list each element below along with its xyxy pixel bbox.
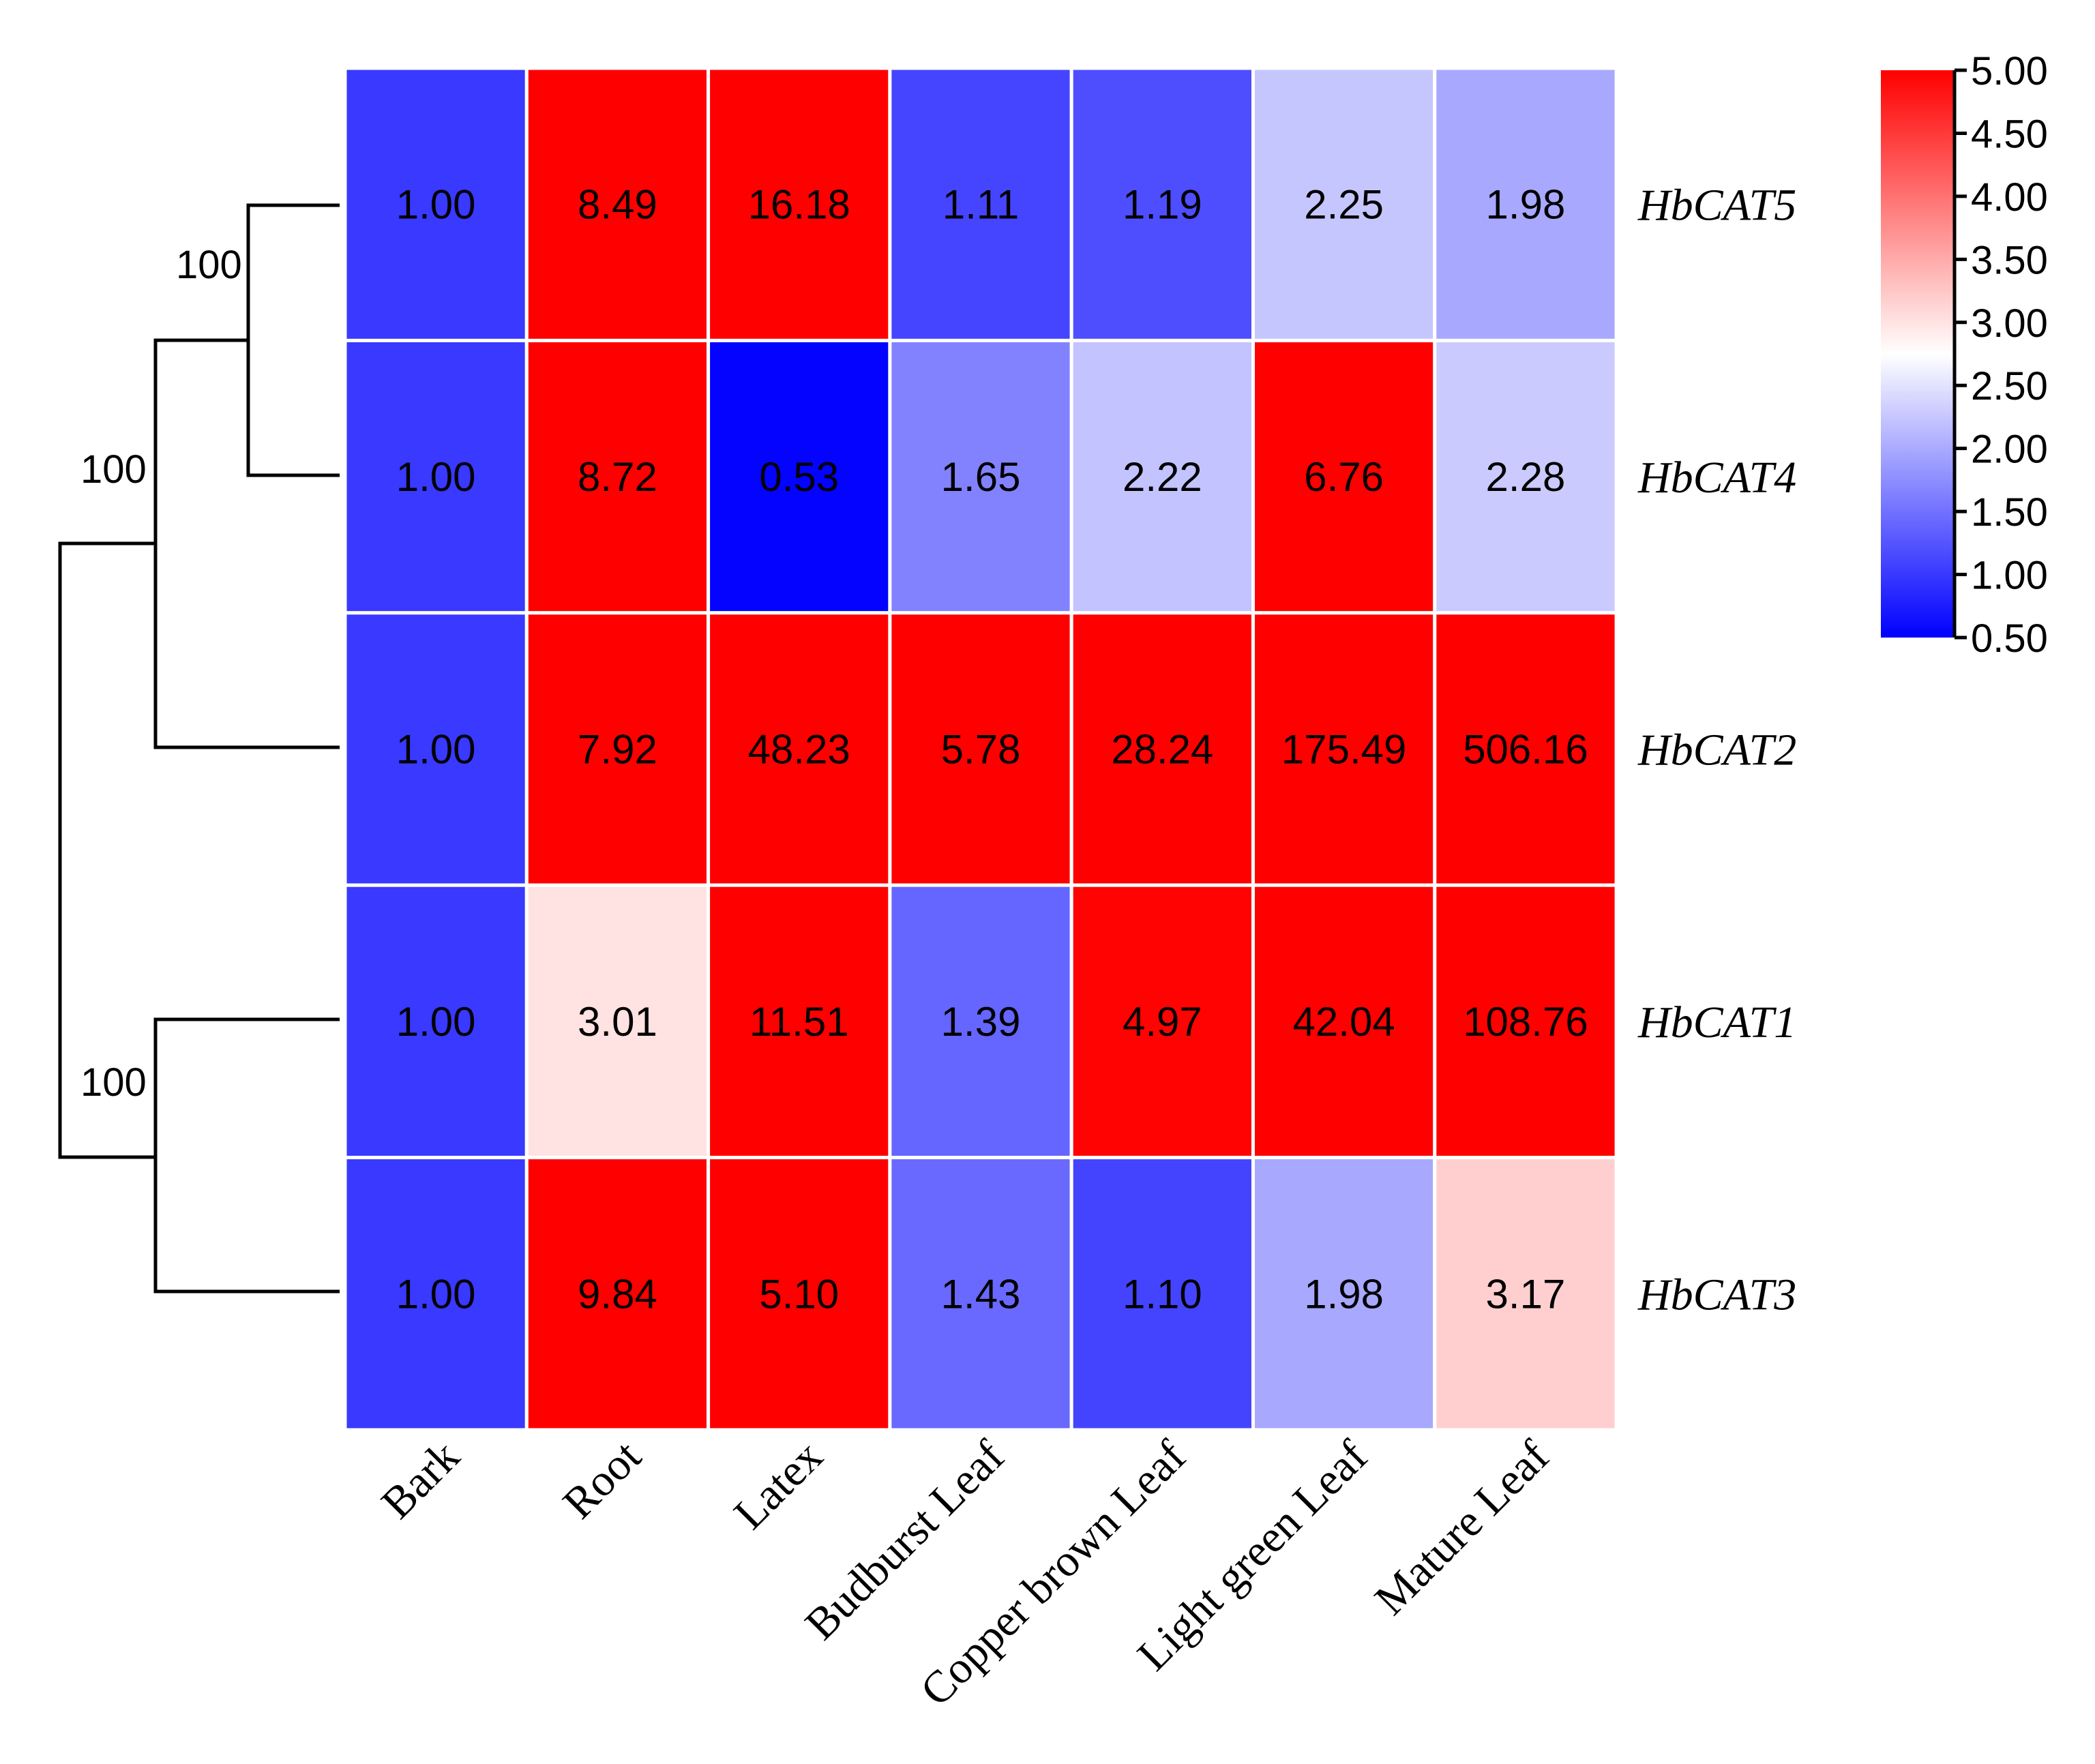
heatmap-cell (343, 1156, 529, 1432)
heatmap-cell (343, 883, 529, 1160)
cell-value-label: 1.39 (941, 999, 1021, 1045)
colorbar-tick-label: 1.50 (1971, 490, 2048, 535)
heatmap-cell (1251, 1156, 1437, 1432)
cell-value-label: 1.00 (396, 454, 476, 500)
bootstrap-label: 100 (176, 243, 242, 287)
cell-value-label: 48.23 (748, 727, 850, 773)
heatmap-cell (1251, 66, 1437, 342)
heatmap-cell (707, 1156, 892, 1432)
dendrogram-branch (246, 203, 340, 477)
cell-value-label: 7.92 (578, 727, 657, 773)
cell-value-label: 2.25 (1304, 182, 1384, 228)
cell-value-label: 2.28 (1486, 454, 1566, 500)
row-label: HbCAT5 (1637, 181, 1796, 230)
cell-value-label: 28.24 (1111, 727, 1213, 773)
heatmap-cell (343, 66, 529, 342)
colorbar-gradient (1881, 70, 1955, 638)
cell-value-label: 2.22 (1123, 454, 1202, 500)
bootstrap-label: 100 (80, 1060, 147, 1105)
cell-value-label: 175.49 (1281, 727, 1407, 773)
colorbar-tick-label: 1.00 (1971, 554, 2048, 598)
cell-value-label: 1.65 (941, 454, 1021, 500)
heatmap-cell (888, 611, 1073, 887)
dendrogram-branch (58, 541, 155, 1159)
heatmap-cell (1433, 1156, 1618, 1432)
cell-value-label: 3.17 (1486, 1271, 1566, 1317)
cell-value-label: 1.98 (1304, 1271, 1384, 1317)
cell-value-label: 108.76 (1463, 999, 1588, 1045)
column-label: Root (554, 1431, 651, 1528)
heatmap-cell (1069, 338, 1255, 615)
row-dendrogram: 100 100 100 (58, 203, 340, 1294)
cell-value-label: 8.49 (578, 182, 657, 228)
heatmap-cell (524, 66, 711, 342)
cell-value-label: 506.16 (1463, 727, 1588, 773)
colorbar: 0.50 1.00 1.50 2.00 2.50 3.00 3.50 4.00 4.50 5.00 (1881, 49, 2048, 661)
colorbar-tick-label: 3.00 (1971, 301, 2048, 346)
colorbar-tick-label: 3.50 (1971, 238, 2048, 282)
heatmap-cell (888, 883, 1073, 1160)
cell-value-label: 1.00 (396, 1271, 476, 1317)
colorbar-tick-label: 0.50 (1971, 616, 2048, 661)
cell-value-label: 4.97 (1123, 999, 1202, 1045)
colorbar-tick-label: 2.00 (1971, 428, 2048, 472)
heatmap-cell (343, 338, 529, 615)
heatmap-cell (1251, 611, 1437, 887)
cell-value-label: 6.76 (1304, 454, 1384, 500)
heatmap-cell (707, 338, 892, 615)
heatmap-cell (524, 611, 711, 887)
heatmap-cell (1433, 611, 1618, 887)
colorbar-tick-label: 4.50 (1971, 112, 2048, 156)
heatmap-cell (888, 66, 1073, 342)
cell-value-label: 5.10 (759, 1271, 839, 1317)
cell-value-label: 1.00 (396, 182, 476, 228)
cell-value-label: 1.00 (396, 727, 476, 773)
cell-value-label: 3.01 (578, 999, 657, 1045)
cell-value-label: 0.53 (759, 454, 839, 500)
colorbar-tick-label: 5.00 (1971, 49, 2048, 93)
row-label: HbCAT2 (1637, 726, 1796, 775)
dendrogram-branch (153, 1017, 340, 1294)
heatmap-cell (524, 883, 711, 1160)
cell-value-label: 1.10 (1123, 1271, 1202, 1317)
row-label: HbCAT3 (1637, 1270, 1796, 1319)
column-label: Mature Leaf (1365, 1431, 1559, 1625)
cell-value-label: 42.04 (1293, 999, 1395, 1045)
row-label: HbCAT4 (1637, 453, 1796, 503)
cell-value-label: 16.18 (748, 182, 850, 228)
heatmap-cell (1069, 611, 1255, 887)
cell-value-label: 1.43 (941, 1271, 1021, 1317)
heatmap-cell (1433, 883, 1618, 1160)
cell-value-label: 1.11 (942, 182, 1019, 228)
cell-value-label: 1.98 (1486, 182, 1566, 228)
cell-value-label: 11.51 (749, 999, 849, 1045)
cell-value-label: 9.84 (578, 1271, 657, 1317)
column-label: Bark (372, 1431, 469, 1528)
column-label: Latex (724, 1431, 832, 1539)
cell-value-label: 1.19 (1123, 182, 1202, 228)
row-labels: HbCAT5 HbCAT4 HbCAT2 HbCAT1 HbCAT3 (1637, 181, 1796, 1320)
heatmap-cell (1433, 338, 1618, 615)
colorbar-ticks: 0.50 1.00 1.50 2.00 2.50 3.00 3.50 4.00 4.50 5.00 (1955, 49, 2048, 661)
colorbar-tick-label: 2.50 (1971, 364, 2048, 408)
colorbar-tick-label: 4.00 (1971, 175, 2048, 220)
heatmap-cell (707, 66, 892, 342)
bootstrap-label: 100 (80, 447, 147, 492)
heatmap-cell (1251, 883, 1437, 1160)
row-label: HbCAT1 (1637, 998, 1796, 1047)
cell-value-label: 1.00 (396, 999, 476, 1045)
cell-value-label: 8.72 (578, 454, 657, 500)
heatmap-cells: 1.00 8.49 16.18 1.11 1.19 2.25 1.98 1.00 8.72 0.5… (343, 66, 1618, 1432)
heatmap-cell (707, 611, 892, 887)
cell-value-label: 5.78 (941, 727, 1021, 773)
